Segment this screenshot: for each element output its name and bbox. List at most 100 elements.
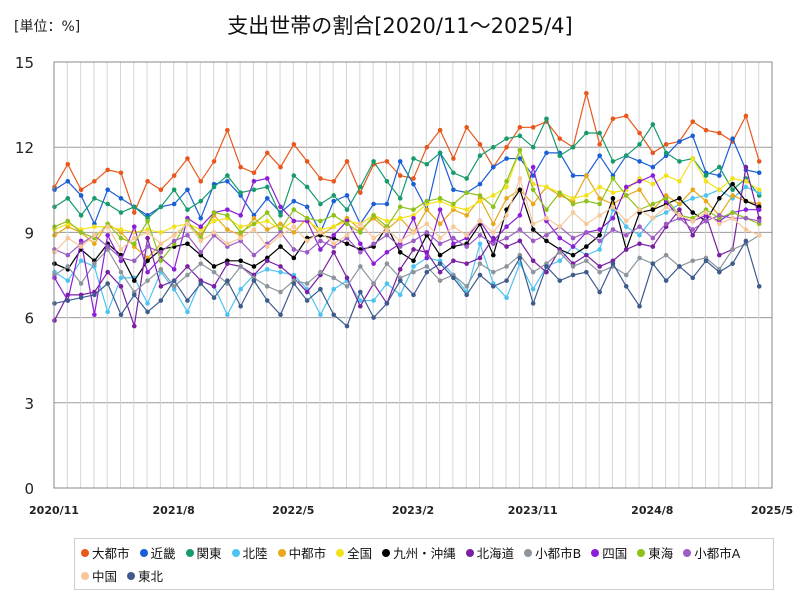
data-point <box>131 204 137 210</box>
data-point <box>650 261 656 266</box>
data-point <box>477 272 483 278</box>
data-point <box>610 204 616 210</box>
data-point <box>597 153 602 159</box>
data-point <box>358 303 363 309</box>
data-point <box>185 221 190 227</box>
data-point <box>92 261 97 266</box>
series-東北 <box>52 238 762 329</box>
legend-marker <box>81 548 89 557</box>
data-point <box>504 224 509 230</box>
data-point <box>570 196 576 201</box>
data-point <box>584 258 589 264</box>
data-point <box>584 244 589 249</box>
legend-marker <box>139 548 148 557</box>
data-point <box>743 198 749 204</box>
data-point <box>663 173 669 178</box>
data-point <box>530 269 536 275</box>
data-point <box>264 176 270 181</box>
data-point <box>92 312 97 318</box>
data-point <box>92 178 97 184</box>
x-tick-label: 2023/2 <box>392 504 434 517</box>
data-point <box>264 218 270 224</box>
data-point <box>358 190 363 195</box>
data-point <box>384 281 390 286</box>
legend-marker <box>382 548 391 557</box>
data-point <box>371 298 376 303</box>
data-point <box>663 278 669 283</box>
data-point <box>291 198 297 204</box>
data-point <box>544 184 549 190</box>
data-point <box>331 232 337 238</box>
data-point <box>397 267 403 272</box>
data-point <box>105 224 110 230</box>
data-point <box>278 289 283 295</box>
data-point <box>92 196 97 201</box>
legend-label: 中都市 <box>288 546 327 561</box>
data-point <box>584 198 589 204</box>
data-point <box>304 281 310 286</box>
data-point <box>464 261 469 266</box>
data-point <box>225 312 230 318</box>
data-point <box>477 261 483 266</box>
data-point <box>118 196 124 201</box>
data-point <box>105 309 110 315</box>
data-point <box>490 252 496 258</box>
legend-marker <box>277 548 286 557</box>
data-point <box>464 207 469 212</box>
data-point <box>637 130 642 136</box>
data-point <box>663 221 669 227</box>
data-point <box>158 298 164 303</box>
data-point <box>677 213 682 218</box>
data-point <box>198 261 204 266</box>
data-point <box>424 221 430 227</box>
data-point <box>717 269 722 275</box>
data-point <box>131 292 137 298</box>
data-point <box>504 184 509 190</box>
data-point <box>411 269 416 275</box>
series-line <box>54 148 760 234</box>
data-point <box>424 144 430 150</box>
data-point <box>597 213 602 218</box>
data-point <box>278 244 283 249</box>
y-tick-label: 9 <box>24 224 34 242</box>
data-point <box>171 232 177 238</box>
data-point <box>610 159 616 164</box>
series-line <box>54 214 760 262</box>
data-point <box>131 210 137 215</box>
data-point <box>504 264 509 269</box>
legend-label: 北海道 <box>476 546 515 561</box>
data-point <box>517 125 523 130</box>
data-point <box>291 247 297 252</box>
data-point <box>650 244 656 249</box>
data-point <box>238 230 243 235</box>
data-point <box>504 244 509 249</box>
data-point <box>490 221 496 227</box>
data-point <box>650 201 656 207</box>
data-point <box>490 269 496 275</box>
data-point <box>504 213 509 218</box>
data-point <box>344 284 350 289</box>
data-point <box>464 190 469 195</box>
data-point <box>690 275 696 281</box>
data-point <box>78 244 84 249</box>
data-point <box>371 241 376 247</box>
data-point <box>411 292 416 298</box>
data-point <box>145 178 150 184</box>
y-tick-label: 0 <box>24 480 34 498</box>
data-point <box>344 323 350 329</box>
data-point <box>211 184 217 190</box>
data-point <box>504 136 509 141</box>
y-tick-label: 12 <box>15 139 34 157</box>
data-point <box>544 264 549 269</box>
data-point <box>650 215 656 221</box>
data-point <box>756 159 762 164</box>
data-point <box>504 178 509 184</box>
y-tick-label: 6 <box>24 310 34 328</box>
data-point <box>717 221 722 227</box>
data-point <box>225 207 230 212</box>
data-point <box>211 159 217 164</box>
data-point <box>530 187 536 193</box>
data-point <box>145 301 150 306</box>
data-point <box>278 213 283 218</box>
data-point <box>597 269 602 275</box>
